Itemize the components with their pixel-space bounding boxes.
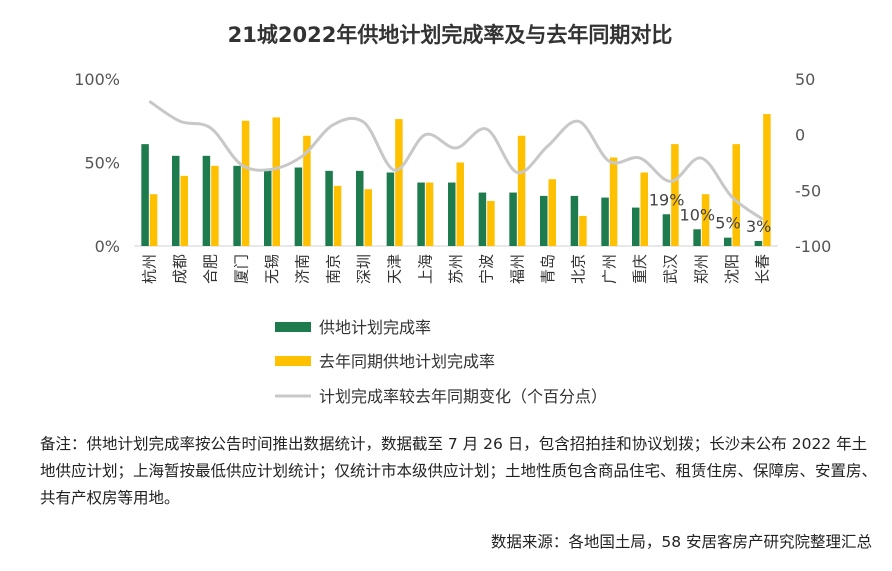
x-tick-label: 上海 (416, 254, 434, 284)
bar-supply-completion (294, 167, 303, 246)
bar-last-year-completion (517, 135, 526, 246)
bar-last-year-completion (180, 175, 188, 246)
bar-supply-completion (509, 192, 517, 246)
x-tick-label: 长春 (754, 254, 772, 284)
bar-supply-completion (448, 182, 456, 246)
x-tick-label: 郑州 (692, 254, 710, 284)
x-tick-label: 天津 (386, 254, 404, 284)
legend-label: 供地计划完成率 (319, 318, 431, 337)
x-tick-label: 杭州 (140, 254, 158, 284)
x-tick-label: 广州 (600, 254, 618, 284)
bar-last-year-completion (241, 120, 250, 246)
bar-supply-completion (325, 170, 333, 246)
bar-data-label: 5% (715, 214, 740, 233)
bar-last-year-completion (609, 157, 618, 246)
x-tick-label: 青岛 (539, 254, 557, 284)
legend-label: 去年同期供地计划完成率 (319, 352, 495, 371)
bar-last-year-completion (732, 144, 740, 246)
bar-supply-completion (478, 192, 487, 246)
bar-last-year-completion (333, 185, 342, 246)
bar-last-year-completion (211, 165, 219, 246)
x-tick-label: 福州 (508, 254, 526, 284)
bar-supply-completion (417, 182, 425, 246)
x-tick-label: 无锡 (263, 254, 281, 284)
bar-last-year-completion (364, 189, 372, 246)
y-right-tick-label: -50 (795, 181, 821, 200)
chart-title: 21城2022年供地计划完成率及与去年同期对比 (228, 23, 673, 47)
bar-last-year-completion (763, 114, 771, 246)
x-tick-label: 重庆 (631, 254, 649, 284)
bar-supply-completion (754, 240, 763, 246)
x-tick-label: 沈阳 (723, 254, 741, 284)
bar-last-year-completion (272, 117, 280, 246)
bar-last-year-completion (579, 215, 587, 246)
y-left-tick-label: 0% (95, 237, 120, 256)
legend-swatch (275, 356, 311, 366)
x-tick-label: 南京 (324, 254, 342, 284)
bar-supply-completion (601, 197, 609, 246)
bar-last-year-completion (425, 182, 434, 246)
change-line (148, 100, 764, 221)
bar-supply-completion (662, 214, 671, 246)
x-tick-label: 宁波 (478, 254, 496, 284)
bar-last-year-completion (395, 119, 403, 246)
bar-data-label: 19% (649, 190, 685, 209)
x-tick-label: 武汉 (662, 254, 680, 284)
legend-swatch (275, 322, 311, 332)
x-tick-label: 合肥 (202, 254, 220, 284)
bar-supply-completion (141, 144, 149, 246)
x-tick-label: 成都 (171, 254, 189, 284)
x-tick-label: 北京 (570, 254, 588, 284)
bar-data-label: 10% (680, 205, 716, 224)
y-right-tick-label: -100 (795, 237, 831, 256)
x-tick-label: 济南 (294, 254, 312, 284)
x-tick-label: 厦门 (232, 254, 250, 284)
bar-supply-completion (632, 207, 640, 246)
x-tick-label: 深圳 (355, 254, 373, 284)
bar-last-year-completion (548, 179, 556, 246)
x-tick-label: 苏州 (447, 254, 465, 284)
y-left-tick-label: 50% (84, 154, 120, 173)
bar-data-label: 3% (746, 217, 771, 236)
bar-last-year-completion (456, 162, 464, 246)
bar-supply-completion (724, 237, 732, 246)
data-source: 数据来源：各地国土局，58 安居客房产研究院整理汇总 (490, 533, 872, 551)
bar-supply-completion (233, 165, 241, 246)
bar-supply-completion (202, 155, 211, 246)
chart: 21城2022年供地计划完成率及与去年同期对比 0% 50% 100% -100 -50… (74, 23, 831, 406)
chart-note: 备注：供地计划完成率按公告时间推出数据统计，数据截至 7 月 26 日，包含招拍… (40, 435, 878, 507)
bar-supply-completion (264, 169, 272, 246)
bar-supply-completion (693, 229, 701, 246)
y-left-tick-label: 100% (74, 70, 120, 89)
bar-supply-completion (172, 155, 180, 246)
bar-supply-completion (540, 195, 548, 246)
y-right-tick-label: 50 (795, 70, 815, 89)
bar-last-year-completion (149, 194, 158, 246)
y-right-tick-label: 0 (795, 126, 805, 145)
bar-last-year-completion (640, 172, 648, 246)
bar-supply-completion (570, 195, 579, 246)
bar-supply-completion (386, 172, 395, 246)
bar-last-year-completion (487, 200, 495, 246)
bar-last-year-completion (701, 194, 710, 246)
legend-label: 计划完成率较去年同期变化（个百分点） (319, 387, 607, 406)
bar-last-year-completion (303, 135, 311, 246)
bar-last-year-completion (671, 144, 679, 246)
bar-supply-completion (356, 170, 364, 246)
